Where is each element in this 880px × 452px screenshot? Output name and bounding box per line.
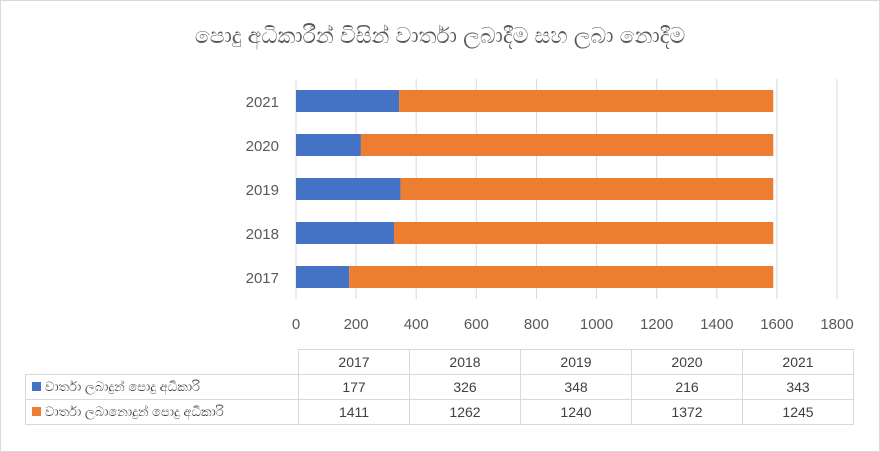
x-tick-label: 600 [464,316,489,333]
table-cell: 1262 [409,399,521,425]
bar-submitted-2020 [296,134,361,156]
bar-not-submitted-2020 [360,134,774,156]
x-tick-label: 1600 [760,316,793,333]
x-tick-label: 1200 [640,316,673,333]
legend-swatch-icon [32,382,41,391]
table-header-cell: 2017 [298,349,410,375]
data-table: 2017 2018 2019 2020 2021 වාර්තා ලබාදුන් පොදු… [25,349,854,425]
bar-not-submitted-2019 [400,178,774,200]
bar-submitted-2018 [296,222,394,244]
x-tick-label: 400 [404,316,429,333]
legend-entry: වාර්තා ලබාදුන් පොදු අධිකාරි [25,374,299,400]
table-header-cell: 2018 [409,349,521,375]
legend-swatch-icon [32,407,41,416]
legend-label: වාර්තා ලබානොදුන් පොදු අධිකාරි [45,404,224,419]
legend-label: වාර්තා ලබාදුන් පොදු අධිකාරි [45,379,200,394]
table-cell: 216 [631,374,743,400]
table-cell: 326 [409,374,521,400]
y-tick-label: 2021 [246,94,279,111]
table-cell: 1240 [520,399,632,425]
table-header-row: 2017 2018 2019 2020 2021 [25,349,854,375]
chart-title: පොදු අධිකාරීන් විසින් වාර්තා ලබාදීම සහ ල… [194,23,686,48]
y-tick-label: 2018 [246,226,279,243]
x-tick-label: 1000 [580,316,613,333]
bar-not-submitted-2021 [399,90,774,112]
table-cell: 1245 [742,399,854,425]
y-tick-label: 2020 [246,138,279,155]
table-header-cell: 2020 [631,349,743,375]
x-tick-label: 1400 [700,316,733,333]
x-tick-label: 1800 [820,316,853,333]
x-tick-label: 0 [292,316,300,333]
x-tick-label: 800 [524,316,549,333]
bar-not-submitted-2018 [393,222,774,244]
table-header-cell: 2019 [520,349,632,375]
table-cell: 1411 [298,399,410,425]
y-tick-label: 2019 [246,182,279,199]
bar-not-submitted-2017 [349,266,774,288]
x-tick-label: 200 [344,316,369,333]
bar-submitted-2021 [296,90,400,112]
table-row: වාර්තා ලබාදුන් පොදු අධිකාරි 177 326 348 216 3… [25,374,854,400]
y-tick-label: 2017 [246,270,279,287]
table-row: වාර්තා ලබානොදුන් පොදු අධිකාරි 1411 1262 124… [25,399,854,425]
table-cell: 343 [742,374,854,400]
table-cell: 177 [298,374,410,400]
legend-entry: වාර්තා ලබානොදුන් පොදු අධිකාරි [25,399,299,425]
bar-submitted-2017 [296,266,350,288]
bar-chart: 0 200 400 600 800 1000 1200 1400 1600 1800 2017 201… [246,79,854,333]
bar-submitted-2019 [296,178,401,200]
table-header-cell: 2021 [742,349,854,375]
table-cell: 348 [520,374,632,400]
table-cell: 1372 [631,399,743,425]
table-corner [25,349,299,375]
